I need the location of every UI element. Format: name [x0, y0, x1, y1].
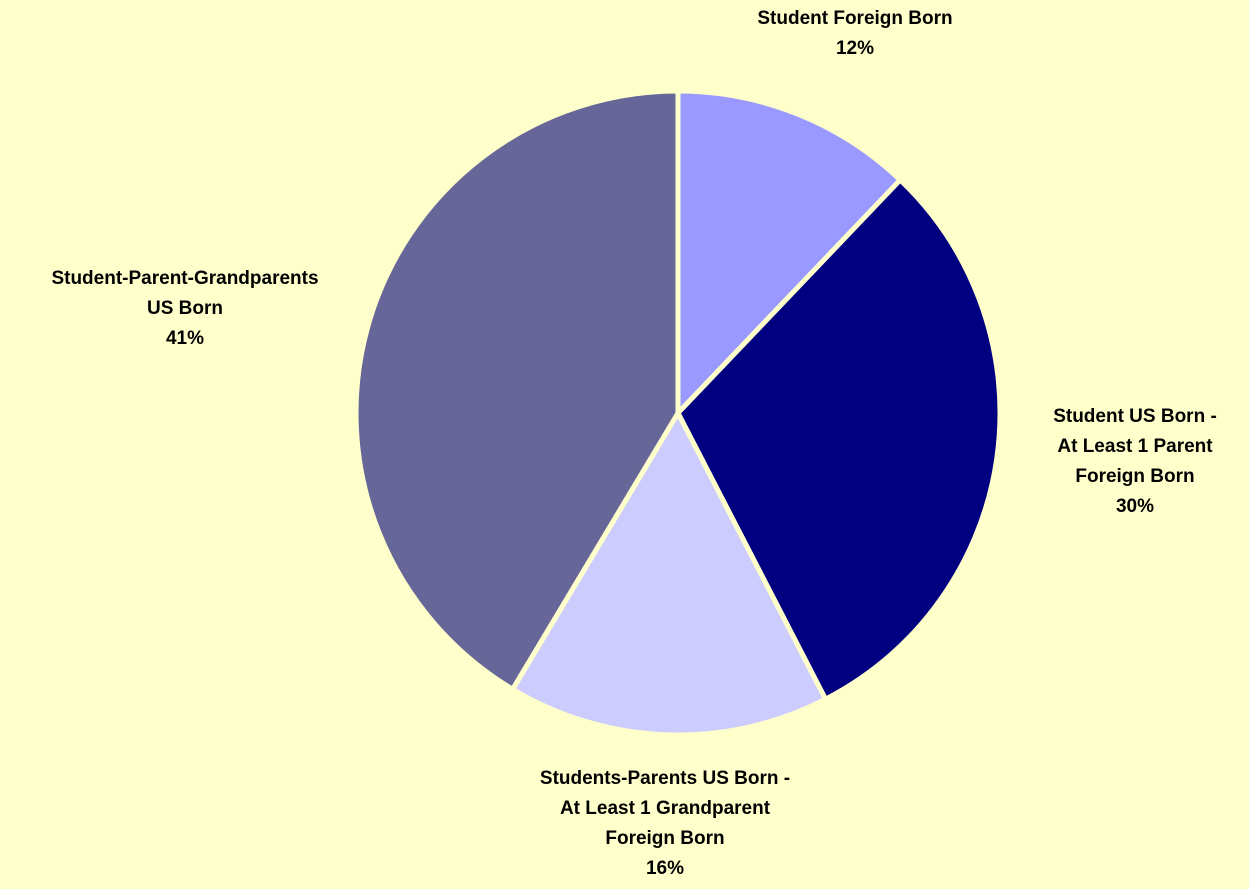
slice-label-line: At Least 1 Grandparent — [559, 798, 771, 819]
slice-label-line: At Least 1 Parent — [1057, 436, 1213, 457]
slice-label-student-parent-grandparents-us-born: Student-Parent-Grandparents US Born 41% — [10, 264, 360, 354]
slice-label-student-us-born-parent-foreign: Student US Born - At Least 1 Parent Fore… — [1030, 402, 1240, 522]
slice-label-line: Student US Born - — [1053, 406, 1217, 427]
slice-label-students-parents-us-born: Students-Parents US Born - At Least 1 Gr… — [490, 764, 840, 884]
slice-label-line: US Born — [147, 298, 223, 319]
slice-label-line: Student-Parent-Grandparents — [51, 268, 319, 289]
slice-label-line: Foreign Born — [605, 828, 725, 849]
slice-student-parent-grandparents-us-born — [353, 88, 681, 693]
slice-label-line: Foreign Born — [1075, 466, 1195, 487]
slice-percent-label: 30% — [1115, 496, 1155, 517]
slice-percent-label: 16% — [645, 858, 685, 879]
slice-label-line: Student Foreign Born — [757, 8, 953, 29]
slice-label-student-foreign-born: Student Foreign Born 12% — [730, 4, 980, 64]
slice-student-foreign-born — [675, 88, 904, 420]
slice-student-us-born-parent-foreign — [674, 176, 1003, 703]
slice-students-parents-us-born — [509, 407, 829, 738]
slice-label-line: Students-Parents US Born - — [539, 768, 791, 789]
slice-percent-label: 41% — [165, 328, 205, 349]
slice-percent-label: 12% — [835, 38, 875, 59]
